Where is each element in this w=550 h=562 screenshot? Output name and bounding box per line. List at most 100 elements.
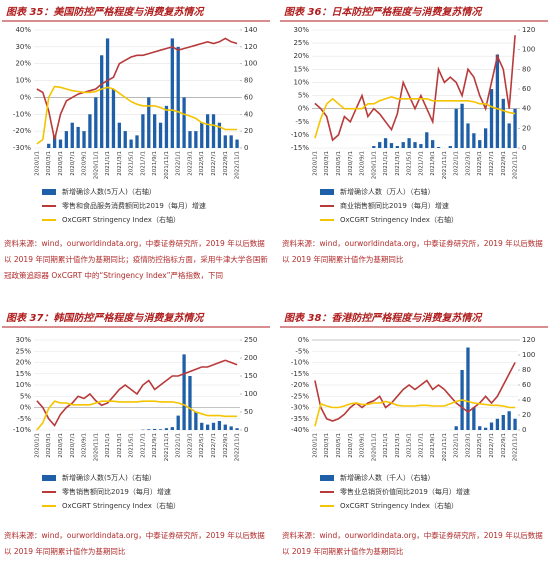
bar: [235, 139, 239, 148]
x-tick-label: 2022/5/1: [199, 433, 205, 458]
y-tick-label: -15%: [291, 370, 309, 378]
bar: [223, 135, 227, 148]
x-tick-label: 2020/3/1: [324, 151, 330, 176]
x-tick-label: 2022/9/1: [501, 151, 507, 176]
y-tick-label: 20%: [293, 52, 309, 60]
bar: [472, 407, 476, 430]
chart-title: 图表 36：日本防控严格程度与消费复苏情况: [284, 6, 483, 18]
y-tick-label: -30%: [13, 144, 31, 152]
bar: [47, 143, 51, 148]
bar: [489, 89, 494, 148]
x-tick-label: 2022/7/1: [211, 151, 217, 176]
bar: [176, 46, 180, 148]
bar: [478, 426, 482, 430]
x-tick-label: 2022/5/1: [199, 151, 205, 176]
bar: [229, 426, 233, 430]
bar: [147, 429, 151, 430]
x-tick-label: 2021/5/1: [129, 433, 135, 458]
legend-swatch: [42, 189, 56, 195]
line-series: [36, 85, 238, 145]
bar: [211, 114, 216, 148]
line-series: [314, 399, 516, 427]
y-tick-label: 15%: [293, 65, 309, 73]
x-tick-label: 2022/5/1: [477, 151, 483, 176]
legend-label: OxCGRT Stringency Index（右轴）: [340, 501, 458, 510]
x-tick-label: 2021/3/1: [117, 433, 123, 458]
x-tick-label: 2021/3/1: [117, 151, 123, 176]
bar: [117, 122, 121, 148]
x-tick-label: 2021/5/1: [407, 151, 413, 176]
bar: [164, 428, 169, 430]
bar: [217, 122, 222, 148]
y-tick-label: 5%: [20, 392, 31, 400]
bar: [135, 135, 139, 148]
chart-title: 图表 35：美国防控严格程度与消费复苏情况: [6, 6, 205, 18]
y2-tick-label: 120: [522, 26, 535, 34]
bar: [513, 418, 517, 430]
y-tick-label: -20%: [291, 381, 309, 389]
x-tick-label: 2020/1/1: [34, 151, 40, 176]
bar: [501, 415, 505, 430]
legend-label: 新增确诊人数(5万人)（右轴）: [62, 473, 156, 482]
x-tick-label: 2021/9/1: [430, 433, 436, 458]
bar: [153, 428, 157, 430]
bar: [217, 421, 222, 430]
x-tick-label: 2022/1/1: [176, 151, 182, 176]
y-tick-label: 10%: [15, 381, 31, 389]
chart-title: 图表 38：香港防控严格程度与消费复苏情况: [284, 312, 483, 324]
x-tick-label: 2020/9/1: [82, 433, 88, 458]
bar: [194, 131, 198, 148]
line-series: [314, 96, 516, 139]
source-note: 资料来源：wind，ourworldindata.org，中泰证券研究所，201…: [4, 531, 265, 556]
y-tick-label: -10%: [13, 110, 31, 118]
bar: [194, 412, 198, 430]
x-tick-label: 2020/11/1: [93, 433, 99, 461]
y-tick-label: 30%: [293, 26, 309, 34]
x-tick-label: 2020/7/1: [70, 433, 76, 458]
y-tick-label: -10%: [291, 131, 309, 139]
bar: [52, 135, 57, 148]
bar: [200, 422, 204, 430]
bar: [460, 103, 464, 148]
bar: [378, 142, 382, 148]
y-tick-label: 20%: [15, 60, 31, 68]
x-tick-label: 2020/5/1: [58, 433, 64, 458]
y2-tick-label: 100: [522, 351, 535, 359]
y2-tick-label: 100: [244, 390, 257, 398]
y2-tick-label: 0: [244, 426, 248, 434]
bar: [141, 114, 145, 148]
line-series: [36, 37, 238, 140]
x-tick-label: 2021/11/1: [164, 433, 170, 461]
bar: [211, 422, 216, 430]
bar: [223, 424, 227, 430]
y2-tick-label: 20: [244, 127, 253, 135]
x-tick-label: 2022/1/1: [454, 433, 460, 458]
x-tick-label: 2021/7/1: [418, 433, 424, 458]
x-tick-label: 2020/3/1: [324, 433, 330, 458]
legend-label: OxCGRT Stringency Index（右轴）: [62, 501, 180, 510]
source-note: 资料来源：wind，ourworldindata.org，中泰证券研究所，201…: [282, 531, 543, 556]
y-tick-label: -15%: [291, 144, 309, 152]
bar: [129, 139, 133, 148]
x-tick-label: 2021/3/1: [395, 433, 401, 458]
y2-tick-label: 60: [522, 85, 531, 93]
bar: [483, 427, 488, 430]
x-tick-label: 2021/1/1: [383, 151, 389, 176]
bar: [105, 38, 110, 148]
x-tick-label: 2020/5/1: [336, 151, 342, 176]
line-series: [314, 362, 516, 422]
bar: [235, 428, 239, 430]
x-tick-label: 2020/11/1: [371, 433, 377, 461]
x-tick-label: 2022/7/1: [211, 433, 217, 458]
x-tick-label: 2021/7/1: [140, 151, 146, 176]
x-tick-label: 2022/3/1: [465, 151, 471, 176]
x-tick-label: 2021/7/1: [418, 151, 424, 176]
y-tick-label: -5%: [17, 415, 31, 423]
bar: [419, 144, 423, 148]
bar: [472, 133, 476, 148]
y2-tick-label: 140: [244, 26, 257, 34]
x-tick-label: 2020/1/1: [312, 151, 318, 176]
bar: [182, 97, 186, 148]
bar: [395, 146, 399, 148]
